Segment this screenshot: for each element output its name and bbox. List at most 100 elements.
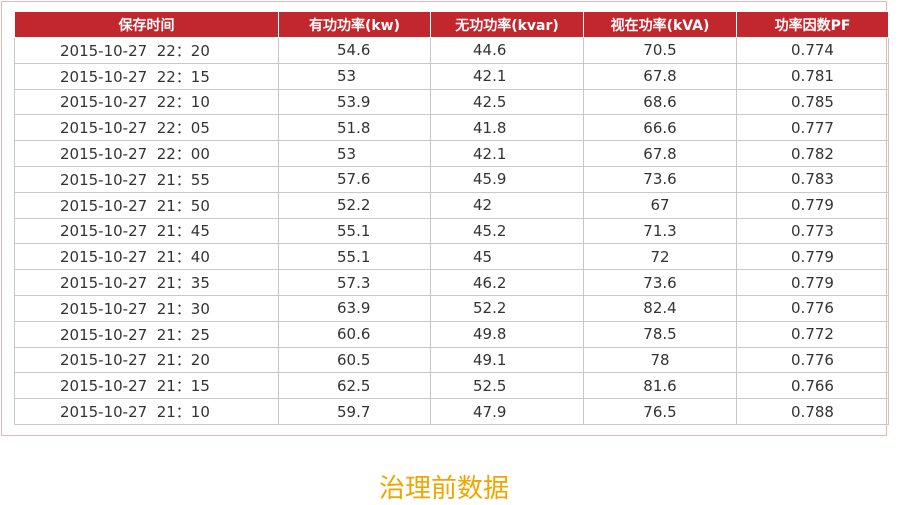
header-cell: 保存时间 <box>14 11 279 38</box>
table-cell: 47.9 <box>430 398 584 425</box>
table-cell: 82.4 <box>583 294 737 322</box>
table-cell: 73.6 <box>583 269 737 296</box>
table-cell: 62.5 <box>278 372 431 400</box>
table-cell: 70.5 <box>583 37 737 64</box>
table-cell: 52.2 <box>278 191 431 219</box>
table-body: 2015-10-27 22：20 54.6 44.6 70.5 0.774 2015-10… <box>14 37 889 425</box>
table-row: 2015-10-27 21：40 55.1 45 72 0.779 <box>14 243 889 271</box>
table-cell: 0.777 <box>736 114 889 142</box>
table-cell: 2015-10-27 21：20 <box>14 346 279 374</box>
table-cell: 57.6 <box>278 165 431 193</box>
table-cell: 57.3 <box>278 269 431 296</box>
table-cell: 45 <box>430 243 584 271</box>
table-cell: 51.8 <box>278 114 431 142</box>
table-cell: 0.776 <box>736 346 889 374</box>
table-cell: 0.783 <box>736 165 889 193</box>
table-row: 2015-10-27 21：10 59.7 47.9 76.5 0.788 <box>14 398 889 425</box>
table-cell: 41.8 <box>430 114 584 142</box>
table-row: 2015-10-27 21：45 55.1 45.2 71.3 0.773 <box>14 217 889 245</box>
table-cell: 49.8 <box>430 320 584 348</box>
table-cell: 2015-10-27 21：40 <box>14 243 279 271</box>
table-cell: 54.6 <box>278 37 431 64</box>
table-cell: 78.5 <box>583 320 737 348</box>
table-cell: 59.7 <box>278 398 431 425</box>
table-cell: 0.779 <box>736 243 889 271</box>
table-cell: 45.9 <box>430 165 584 193</box>
table-row: 2015-10-27 21：35 57.3 46.2 73.6 0.779 <box>14 269 889 296</box>
table-cell: 55.1 <box>278 217 431 245</box>
table-cell: 0.779 <box>736 191 889 219</box>
header-cell: 功率因数PF <box>736 11 889 38</box>
table-cell: 0.773 <box>736 217 889 245</box>
header-cell: 有功功率(kw) <box>278 11 431 38</box>
table-cell: 2015-10-27 22：15 <box>14 62 279 90</box>
table-row: 2015-10-27 21：55 57.6 45.9 73.6 0.783 <box>14 165 889 193</box>
table-cell: 2015-10-27 21：25 <box>14 320 279 348</box>
table-cell: 81.6 <box>583 372 737 400</box>
caption: 治理前数据 <box>378 474 509 504</box>
table-cell: 42.5 <box>430 88 584 116</box>
table-cell: 0.785 <box>736 88 889 116</box>
table-row: 2015-10-27 21：25 60.6 49.8 78.5 0.772 <box>14 320 889 348</box>
table-cell: 0.779 <box>736 269 889 296</box>
header-row: 保存时间 有功功率(kw) 无功功率(kvar) 视在功率(kVA) 功率因数PF <box>14 11 889 38</box>
table-cell: 2015-10-27 22：05 <box>14 114 279 142</box>
table-cell: 67 <box>583 191 737 219</box>
table-cell: 2015-10-27 21：10 <box>14 398 279 425</box>
table-cell: 2015-10-27 22：10 <box>14 88 279 116</box>
table-cell: 2015-10-27 21：35 <box>14 269 279 296</box>
table-row: 2015-10-27 22：10 53.9 42.5 68.6 0.785 <box>14 88 889 116</box>
table-row: 2015-10-27 22：20 54.6 44.6 70.5 0.774 <box>14 37 889 64</box>
table-cell: 53 <box>278 62 431 90</box>
table-row: 2015-10-27 22：00 53 42.1 67.8 0.782 <box>14 140 889 167</box>
table-cell: 0.781 <box>736 62 889 90</box>
table-cell: 2015-10-27 21：30 <box>14 294 279 322</box>
table-cell: 0.776 <box>736 294 889 322</box>
table-cell: 60.6 <box>278 320 431 348</box>
table-cell: 0.772 <box>736 320 889 348</box>
table-cell: 60.5 <box>278 346 431 374</box>
table-cell: 49.1 <box>430 346 584 374</box>
table-cell: 2015-10-27 22：00 <box>14 140 279 167</box>
table-cell: 76.5 <box>583 398 737 425</box>
table-cell: 0.788 <box>736 398 889 425</box>
table-cell: 68.6 <box>583 88 737 116</box>
table-cell: 0.782 <box>736 140 889 167</box>
table-cell: 2015-10-27 21：15 <box>14 372 279 400</box>
table-row: 2015-10-27 21：20 60.5 49.1 78 0.776 <box>14 346 889 374</box>
header-cell: 无功功率(kvar) <box>430 11 584 38</box>
table-row: 2015-10-27 22：05 51.8 41.8 66.6 0.777 <box>14 114 889 142</box>
table-cell: 52.5 <box>430 372 584 400</box>
table-cell: 2015-10-27 21：55 <box>14 165 279 193</box>
table-cell: 55.1 <box>278 243 431 271</box>
table-cell: 73.6 <box>583 165 737 193</box>
table-row: 2015-10-27 21：15 62.5 52.5 81.6 0.766 <box>14 372 889 400</box>
table-cell: 2015-10-27 21：45 <box>14 217 279 245</box>
table-row: 2015-10-27 21：30 63.9 52.2 82.4 0.776 <box>14 294 889 322</box>
table-cell: 42.1 <box>430 140 584 167</box>
table-row: 2015-10-27 22：15 53 42.1 67.8 0.781 <box>14 62 889 90</box>
table-cell: 63.9 <box>278 294 431 322</box>
table-cell: 53 <box>278 140 431 167</box>
table-cell: 2015-10-27 21：50 <box>14 191 279 219</box>
table-cell: 45.2 <box>430 217 584 245</box>
table-cell: 42.1 <box>430 62 584 90</box>
table-cell: 44.6 <box>430 37 584 64</box>
table-cell: 42 <box>430 191 584 219</box>
data-table: 保存时间 有功功率(kw) 无功功率(kvar) 视在功率(kVA) 功率因数PF 20… <box>14 11 889 425</box>
table-cell: 67.8 <box>583 140 737 167</box>
table-cell: 67.8 <box>583 62 737 90</box>
table-cell: 0.774 <box>736 37 889 64</box>
table-cell: 46.2 <box>430 269 584 296</box>
table-cell: 53.9 <box>278 88 431 116</box>
table-row: 2015-10-27 21：50 52.2 42 67 0.779 <box>14 191 889 219</box>
table-cell: 0.766 <box>736 372 889 400</box>
table-cell: 2015-10-27 22：20 <box>14 37 279 64</box>
table-cell: 66.6 <box>583 114 737 142</box>
table-cell: 71.3 <box>583 217 737 245</box>
table-cell: 78 <box>583 346 737 374</box>
table-cell: 52.2 <box>430 294 584 322</box>
table-cell: 72 <box>583 243 737 271</box>
header-cell: 视在功率(kVA) <box>583 11 737 38</box>
